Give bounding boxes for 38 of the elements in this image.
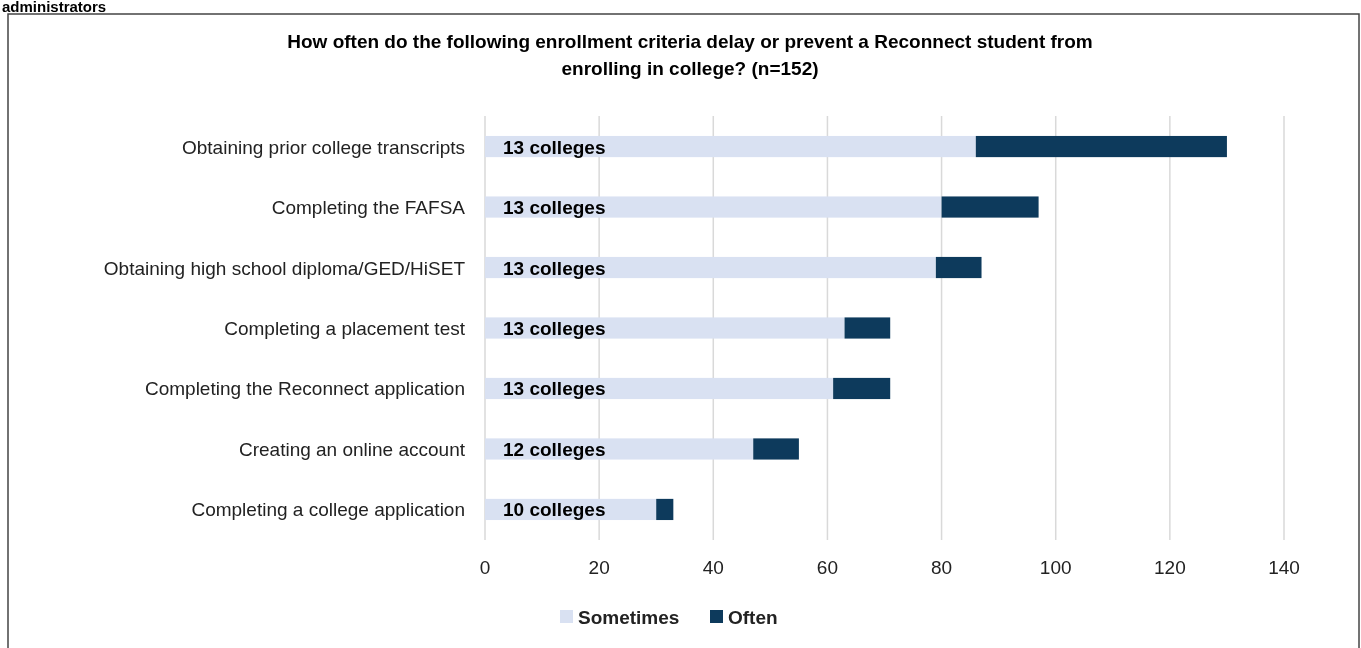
x-tick-label: 140 [1268, 557, 1300, 578]
annotation: 13 colleges [503, 257, 606, 279]
y-tick-label: Obtaining prior college transcripts [181, 136, 465, 158]
bar [833, 377, 891, 400]
bar [935, 256, 982, 279]
annotation: 10 colleges [503, 499, 606, 521]
annotation: 13 colleges [503, 318, 606, 339]
legend-label: Often [728, 607, 778, 628]
x-tick-label: 60 [816, 557, 838, 578]
annotation: 13 colleges [503, 136, 606, 158]
bar [941, 196, 1039, 218]
x-tick-label: 80 [931, 557, 953, 578]
bar [485, 135, 976, 158]
bar [975, 135, 1227, 158]
y-tick-label: Completing the Reconnect application [144, 378, 465, 400]
bar [844, 317, 891, 339]
x-tick-label: 0 [479, 557, 491, 578]
bar [656, 498, 674, 521]
x-tick-label: 120 [1154, 557, 1186, 578]
annotation: 13 colleges [503, 197, 606, 219]
y-tick-label: Obtaining high school diploma/GED/HiSET [103, 257, 466, 279]
text: administrators [2, 0, 107, 15]
x-tick-label: 40 [702, 557, 724, 578]
bar [485, 196, 942, 218]
x-tick-label: 100 [1039, 557, 1072, 578]
y-tick-label: Completing a placement test [224, 318, 466, 339]
chart-title: How often do the following enrollment criteria delay or prevent a Reconnect student from enrolling in college? (n=152) [286, 30, 1094, 81]
bar [485, 438, 754, 460]
bar [485, 317, 845, 339]
bar [485, 256, 936, 279]
y-tick-label: Completing a college application [191, 499, 465, 521]
annotation: 13 colleges [503, 378, 606, 400]
y-tick-label: Completing the FAFSA [271, 197, 466, 219]
annotation: 12 colleges [503, 438, 606, 460]
legend-label: Sometimes [578, 607, 680, 628]
bar [753, 438, 799, 460]
x-tick-label: 20 [588, 557, 610, 578]
y-tick-label: Creating an online account [238, 438, 466, 460]
